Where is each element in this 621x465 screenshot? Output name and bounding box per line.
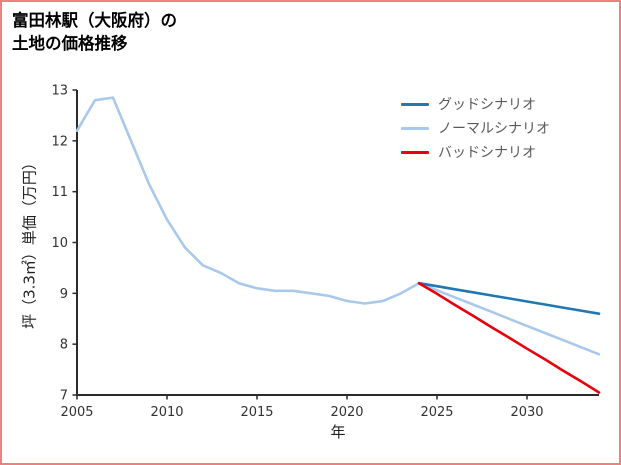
x-tick-label: 2015 — [240, 405, 273, 420]
series-line-2 — [417, 281, 601, 394]
x-tick-label: 2030 — [510, 405, 543, 420]
y-tick-label: 8 — [60, 338, 68, 353]
series-line-1 — [75, 96, 601, 356]
x-tick-label: 2020 — [330, 405, 363, 420]
legend-item-normal-scenario: ノーマルシナリオ — [401, 116, 550, 140]
page-title-line1: 富田林駅（大阪府）の — [12, 11, 177, 30]
series-line-0 — [417, 281, 601, 316]
y-tick-label: 11 — [51, 185, 68, 200]
x-tick-label: 2010 — [150, 405, 183, 420]
y-tick-label: 9 — [60, 287, 68, 302]
legend-label-good-scenario: グッドシナリオ — [438, 97, 536, 113]
y-tick-label: 10 — [51, 236, 68, 251]
bad-scenario-line-swatch-icon — [401, 150, 429, 154]
legend-item-bad-scenario: バッドシナリオ — [401, 140, 550, 164]
legend-item-good-scenario: グッドシナリオ — [401, 92, 550, 116]
good-scenario-line-swatch-icon — [401, 102, 429, 106]
legend-label-bad-scenario: バッドシナリオ — [438, 145, 536, 161]
legend-label-normal-scenario: ノーマルシナリオ — [438, 121, 550, 137]
y-axis-label: 坪（3.3㎡）単価（万円） — [20, 155, 39, 329]
normal-scenario-line-swatch-icon — [401, 126, 429, 130]
y-tick-label: 13 — [51, 84, 68, 99]
legend: グッドシナリオ ノーマルシナリオ バッドシナリオ — [401, 92, 550, 164]
x-tick-label: 2005 — [60, 405, 93, 420]
page-title: 富田林駅（大阪府）の 土地の価格推移 — [12, 9, 177, 56]
y-tick-label: 12 — [51, 134, 68, 149]
y-tick-label: 7 — [60, 389, 68, 404]
x-axis-label: 年 — [330, 423, 346, 441]
x-tick-label: 2025 — [420, 405, 453, 420]
page-title-line2: 土地の価格推移 — [12, 34, 128, 54]
